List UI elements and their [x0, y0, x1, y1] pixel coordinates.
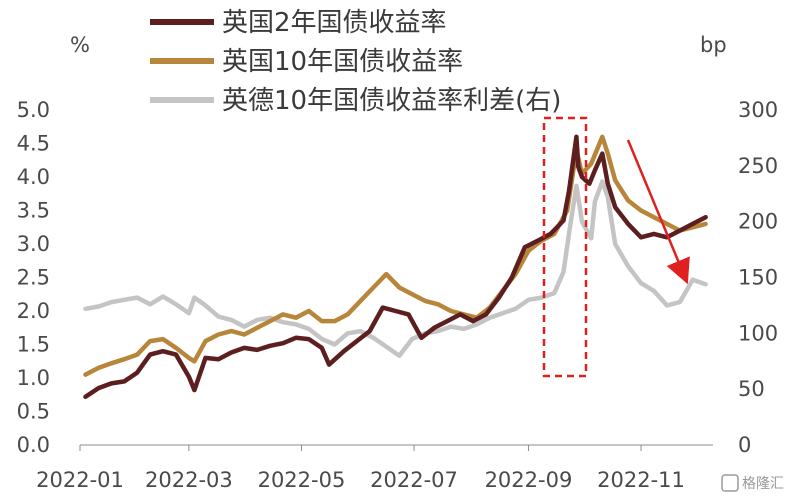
right-tick-label: 50	[738, 377, 765, 401]
series-layer	[83, 134, 708, 400]
left-tick-label: 5.0	[17, 98, 50, 122]
right-tick-label: 0	[738, 433, 751, 457]
legend-item-spread: 英德10年国债收益率利差(右)	[150, 86, 561, 116]
right-unit-label: bp	[700, 33, 727, 57]
left-tick-label: 1.0	[17, 366, 50, 390]
legend-item-uk10y: 英国10年国债收益率	[150, 47, 463, 77]
x-tick-label: 2022-03	[145, 468, 233, 492]
legend-label-uk2y: 英国2年国债收益率	[222, 8, 447, 38]
legend-label-uk10y: 英国10年国债收益率	[222, 47, 463, 77]
x-tick-label: 2022-09	[485, 468, 573, 492]
legend: 英国2年国债收益率 英国10年国债收益率 英德10年国债收益率利差(右)	[150, 8, 561, 116]
left-tick-label: 3.5	[17, 199, 50, 223]
left-tick-label: 3.0	[17, 232, 50, 256]
x-tick-label: 2022-11	[597, 468, 685, 492]
left-tick-label: 1.5	[17, 333, 50, 357]
watermark: 格隆汇	[721, 474, 784, 492]
x-ticks: 2022-01 2022-03 2022-05 2022-07 2022-09 2022-…	[36, 445, 685, 492]
left-unit-label: %	[70, 33, 90, 57]
x-tick-label: 2022-05	[258, 468, 346, 492]
left-y-ticks: 0.0 0.5 1.0 1.5 2.0 2.5 3.0 3.5 4.0 4.5 5.0	[17, 98, 50, 457]
legend-label-spread: 英德10年国债收益率利差(右)	[222, 86, 561, 116]
right-tick-label: 250	[738, 154, 778, 178]
left-tick-label: 2.0	[17, 299, 50, 323]
series-line-spread	[83, 179, 708, 358]
x-tick-label: 2022-01	[36, 468, 124, 492]
watermark-logo-icon	[721, 474, 739, 492]
watermark-text: 格隆汇	[742, 476, 784, 492]
right-tick-label: 200	[738, 210, 778, 234]
left-tick-label: 4.0	[17, 165, 50, 189]
left-tick-label: 4.5	[17, 132, 50, 156]
right-tick-label: 150	[738, 266, 778, 290]
x-tick-label: 2022-07	[370, 468, 458, 492]
left-tick-label: 2.5	[17, 266, 50, 290]
legend-item-uk2y: 英国2年国债收益率	[150, 8, 447, 38]
right-tick-label: 300	[738, 98, 778, 122]
left-tick-label: 0.5	[17, 400, 50, 424]
highlight-box	[542, 116, 588, 378]
right-y-ticks: 0 50 100 150 200 250 300	[738, 98, 778, 457]
series-line-uk10y	[83, 134, 708, 377]
trend-arrow	[626, 139, 690, 285]
right-tick-label: 100	[738, 321, 778, 345]
left-tick-label: 0.0	[17, 433, 50, 457]
